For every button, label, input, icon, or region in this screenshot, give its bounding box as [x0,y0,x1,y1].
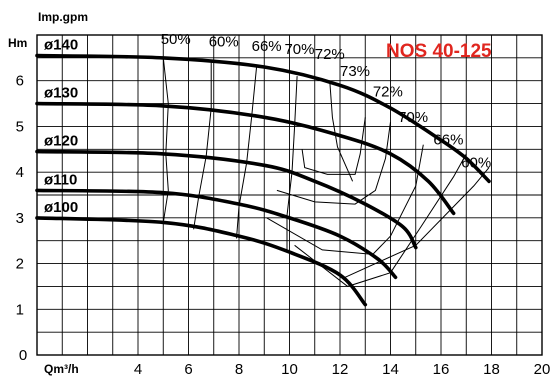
efficiency-label: 72% [373,84,403,101]
chart-title: NOS 40-125 [386,41,492,62]
efficiency-label: 72% [315,46,345,63]
x-tick-label: 16 [433,361,450,376]
efficiency-label: 50% [161,31,191,48]
x-tick-label: 4 [134,361,142,376]
impeller-curve [35,188,398,280]
x-tick-label: 10 [281,361,298,376]
impeller-curve-label: ø140 [44,37,78,54]
impeller-curve-label: ø120 [44,133,78,150]
x-tick-label: 14 [382,361,399,376]
x-axis-label: Qm³/h [44,362,79,376]
efficiency-label: 66% [252,38,282,55]
efficiency-contour-line [236,65,258,239]
impeller-curve [35,216,368,307]
x-tick-label: 0 [19,347,27,364]
efficiency-label: 70% [284,41,314,58]
y-tick-label: 1 [16,301,24,318]
y-tick-label: 4 [16,164,24,181]
impeller-curves [35,53,491,307]
chart-grid [36,34,543,356]
impeller-curve-label: ø130 [44,85,78,102]
impeller-curve [35,101,456,216]
efficiency-label: 70% [398,109,428,126]
y-axis-label: Hm [8,36,27,50]
impeller-curve [35,149,418,250]
efficiency-contour-line [193,60,212,230]
x-tick-label: 20 [534,361,550,376]
x-tick-label: 12 [332,361,349,376]
efficiency-contour-line [329,82,354,182]
efficiency-contour-line [286,76,298,250]
x-tick-label: 18 [483,361,500,376]
efficiency-contour-line [301,117,366,175]
efficiency-contour-line [344,167,490,278]
y-tick-label: 6 [16,73,24,90]
impeller-curve-label: ø110 [44,171,77,188]
x-tick-label: 6 [184,361,192,376]
y-tick-label: 5 [16,118,24,135]
efficiency-label: 66% [433,132,463,149]
x-tick-label: 8 [235,361,243,376]
plot-frame [36,34,543,356]
efficiency-contour-line [162,57,169,223]
efficiency-label: 60% [209,33,239,50]
efficiency-contour-line [266,144,424,255]
y-tick-label: 3 [16,210,24,227]
impeller-curve-label: ø100 [44,199,78,216]
top-axis-label: Imp.gpm [38,10,88,24]
impeller-curve [35,53,491,184]
y-tick-label: 2 [16,256,24,273]
efficiency-label: 60% [461,155,491,172]
efficiency-label: 73% [340,63,370,80]
